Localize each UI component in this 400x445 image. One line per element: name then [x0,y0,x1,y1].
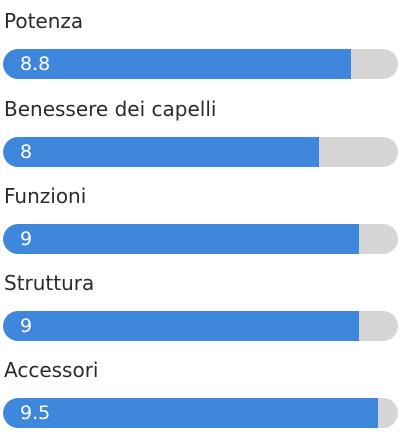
rating-label: Funzioni [4,184,87,208]
rating-bar-fill [3,137,319,167]
rating-value: 8.8 [20,53,51,75]
rating-label: Potenza [4,9,84,33]
rating-bar-fill [3,49,351,79]
rating-value: 9 [20,228,33,250]
rating-value: 8 [20,141,33,163]
rating-bar-track: 8.8 [3,49,398,79]
rating-bar-track: 9 [3,311,398,341]
rating-bar-fill [3,224,359,254]
rating-bar-fill [3,398,379,428]
rating-label: Benessere dei capelli [4,97,217,121]
rating-bar-track: 9 [3,224,398,254]
rating-value: 9 [20,315,33,337]
rating-label: Accessori [4,358,99,382]
rating-label: Struttura [4,271,95,295]
rating-bar-track: 9.5 [3,398,398,428]
rating-bar-track: 8 [3,137,398,167]
rating-bar-fill [3,311,359,341]
rating-value: 9.5 [20,402,51,424]
